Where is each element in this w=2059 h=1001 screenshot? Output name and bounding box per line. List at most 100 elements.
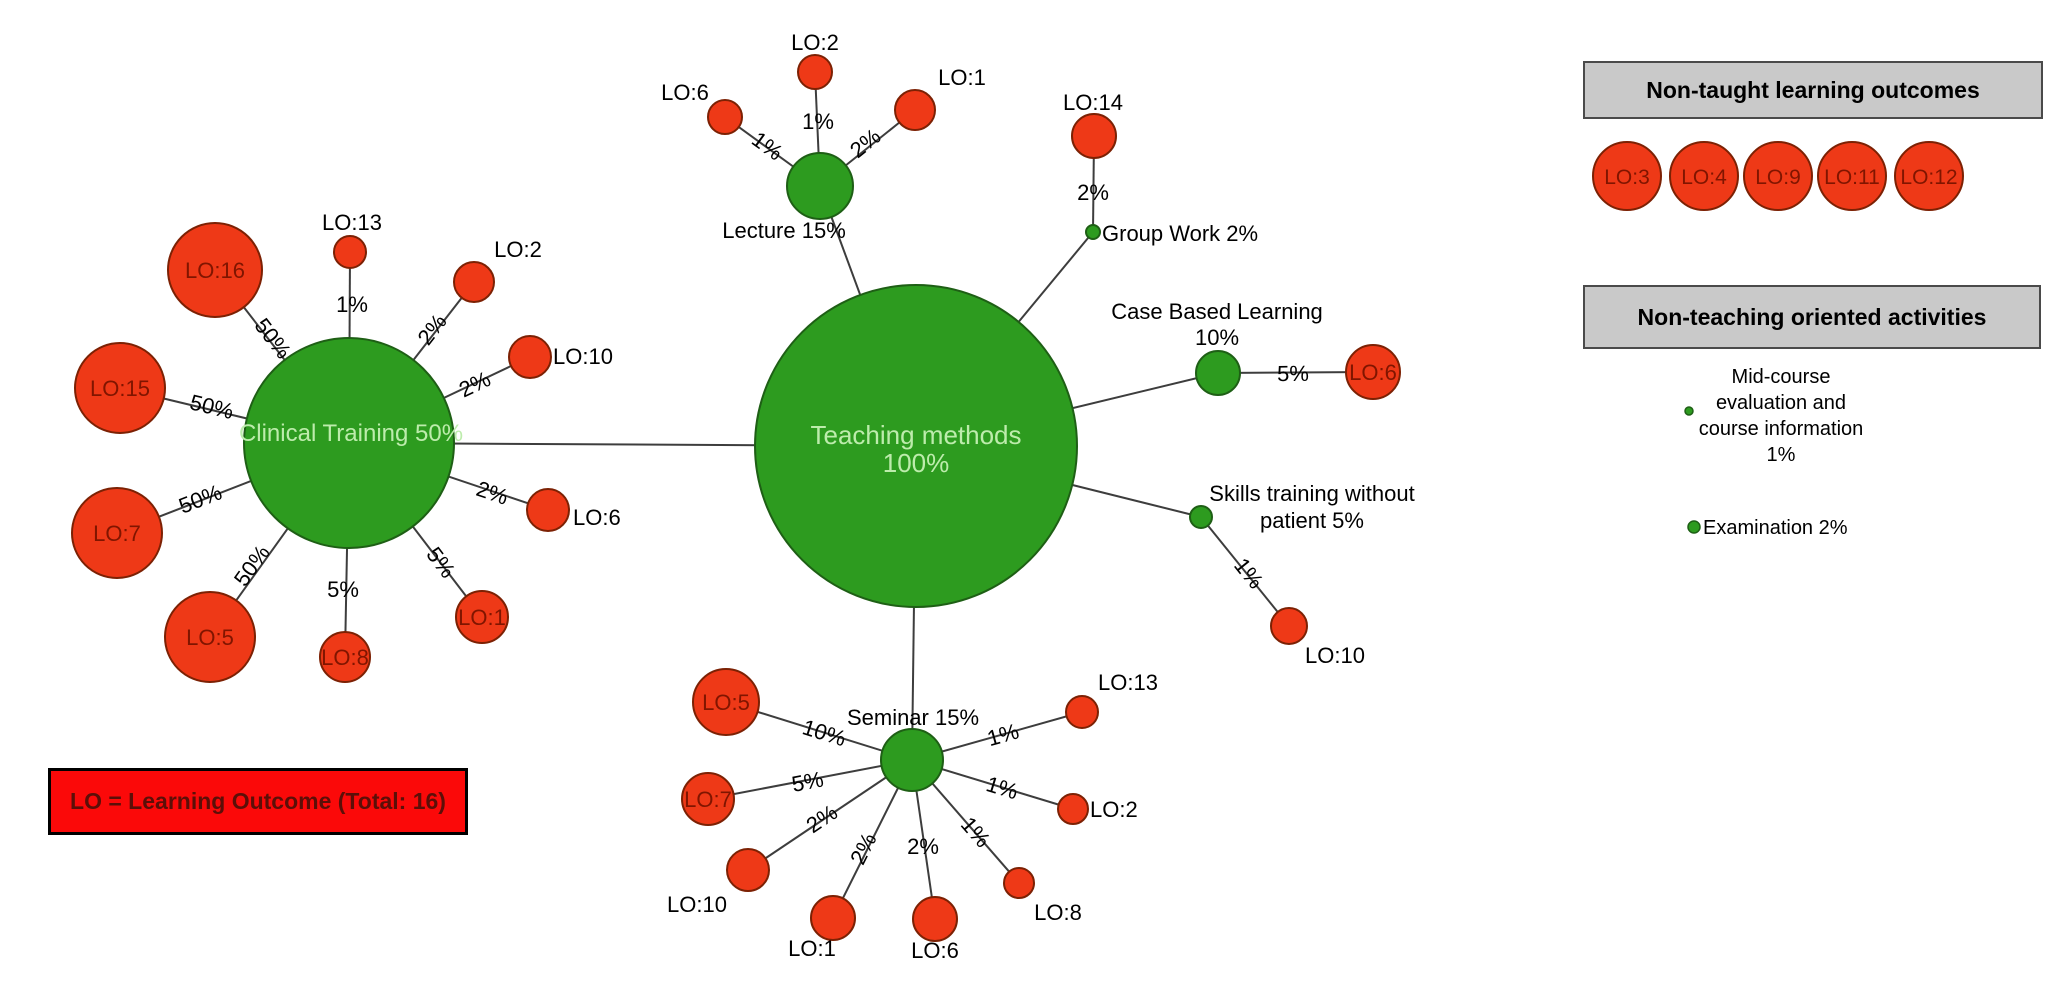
group-work-node <box>1085 224 1101 240</box>
lo13-clinical-node <box>333 235 367 269</box>
legend-node-lo9 <box>1743 141 1813 211</box>
lo1-clinical-node <box>455 590 509 644</box>
group-work-label: Group Work 2% <box>1102 221 1258 246</box>
legend-non-teaching-title: Non-teaching oriented activities <box>1583 285 2041 349</box>
lo7-seminar-label: LO:7 <box>684 787 732 812</box>
lo5-seminar-node <box>692 668 760 736</box>
lo8-clinical-label: LO:8 <box>321 645 369 670</box>
lo-abbreviation-note: LO = Learning Outcome (Total: 16) <box>48 768 468 835</box>
legend-node-lo4 <box>1669 141 1739 211</box>
lo6-case-based-node <box>1345 344 1401 400</box>
legend-node-lo12 <box>1894 141 1964 211</box>
lo13-clinical-label: LO:13 <box>322 210 382 235</box>
lo8-seminar-label: LO:8 <box>1034 900 1082 925</box>
edge-skills-lo10 <box>1200 516 1290 627</box>
mid-course-evaluation-label: Mid-course <box>1732 366 1831 388</box>
lo2-seminar-label: LO:2 <box>1090 797 1138 822</box>
edge-seminar-lo13-percent-label: 1% <box>984 718 1021 751</box>
edge-seminar-lo5-percent-label: 10% <box>799 714 848 751</box>
lo16-clinical-node <box>167 222 263 318</box>
lo2-lecture-node <box>797 54 833 90</box>
examination-label: Examination 2% <box>1703 517 1848 539</box>
edge-group-work-lo14-percent-label: 2% <box>1077 180 1109 205</box>
lo6-clinical-label: LO:6 <box>573 505 621 530</box>
edge-seminar-lo7-percent-label: 5% <box>790 766 826 797</box>
lo8-seminar-node <box>1003 867 1035 899</box>
lo8-clinical-node <box>319 631 371 683</box>
lo7-seminar-node <box>681 772 735 826</box>
skills-training-node <box>1189 505 1213 529</box>
legend-node-label: LO:3 <box>1604 166 1650 189</box>
edge-lecture-lo2-percent-label: 1% <box>802 109 834 134</box>
legend-node-label: LO:12 <box>1900 166 1957 189</box>
lo6-clinical-node <box>526 488 570 532</box>
lo6-lecture-label: LO:6 <box>661 80 709 105</box>
case-based-learning-label: 10% <box>1195 325 1239 350</box>
lecture-node <box>786 152 854 220</box>
edge-clinical-lo5-percent-label: 50% <box>229 540 275 590</box>
teaching-methods-node <box>754 284 1078 608</box>
mid-course-evaluation-label: 1% <box>1767 444 1796 466</box>
lo10-skills-label: LO:10 <box>1305 643 1365 668</box>
legend-node-label: LO:4 <box>1681 166 1727 189</box>
edge-seminar-lo6-percent-label: 2% <box>907 834 939 859</box>
lo5-clinical-node <box>164 591 256 683</box>
edge-clinical-lo1-percent-label: 5% <box>421 542 460 582</box>
edge-lecture-lo1-percent-label: 2% <box>845 123 885 162</box>
seminar-node <box>880 728 944 792</box>
teaching-methods-label: Teaching methods <box>810 420 1021 450</box>
lo15-clinical-label: LO:15 <box>90 376 150 401</box>
edge-clinical-lo13-percent-label: 1% <box>336 292 368 317</box>
edge-seminar-lo1-percent-label: 2% <box>845 829 882 869</box>
mid-course-evaluation-dot <box>1684 406 1694 416</box>
lo13-seminar-label: LO:13 <box>1098 670 1158 695</box>
edge-clinical-lo7-percent-label: 50% <box>175 479 225 518</box>
edge-clinical-lo2-percent-label: 2% <box>412 309 451 349</box>
lo7-clinical-label: LO:7 <box>93 521 141 546</box>
edge-clinical-lo15-percent-label: 50% <box>187 389 236 424</box>
lo10-clinical-node <box>508 335 552 379</box>
lo10-clinical-label: LO:10 <box>553 344 613 369</box>
seminar-label: Seminar 15% <box>847 705 979 730</box>
case-based-learning-label: Case Based Learning <box>1111 299 1323 324</box>
edge-clinical-lo10-percent-label: 2% <box>455 366 494 402</box>
lo1-seminar-node <box>810 895 856 941</box>
legend-node-lo3 <box>1592 141 1662 211</box>
edge-seminar-lo7 <box>707 759 913 800</box>
edge-seminar-lo10-percent-label: 2% <box>802 800 842 838</box>
lo14-group-work-node <box>1071 113 1117 159</box>
lo2-lecture-label: LO:2 <box>791 30 839 55</box>
lo6-seminar-label: LO:6 <box>911 938 959 963</box>
lo14-group-work-label: LO:14 <box>1063 90 1123 115</box>
examination-dot <box>1687 520 1701 534</box>
edge-seminar-lo10 <box>747 759 913 871</box>
legend-node-label: LO:9 <box>1755 166 1801 189</box>
edge-seminar-lo2-percent-label: 1% <box>983 771 1021 804</box>
edge-clinical-lo6-percent-label: 2% <box>473 476 511 510</box>
edge-case-based-lo6-percent-label: 5% <box>1277 361 1309 386</box>
lo7-clinical-node <box>71 487 163 579</box>
lecture-label: Lecture 15% <box>722 218 846 243</box>
legend-node-label: LO:11 <box>1824 166 1880 189</box>
lo1-seminar-label: LO:1 <box>788 936 836 961</box>
lo15-clinical-node <box>74 342 166 434</box>
lo6-seminar-node <box>912 896 958 942</box>
lo1-lecture-node <box>894 89 936 131</box>
teaching-methods-label: 100% <box>883 448 950 478</box>
lo1-clinical-label: LO:1 <box>458 605 506 630</box>
lo6-case-based-label: LO:6 <box>1349 360 1397 385</box>
lo16-clinical-label: LO:16 <box>185 258 245 283</box>
lo2-clinical-label: LO:2 <box>494 237 542 262</box>
mid-course-evaluation-label: evaluation and <box>1716 392 1846 414</box>
lo6-lecture-node <box>707 99 743 135</box>
lo1-lecture-label: LO:1 <box>938 65 986 90</box>
case-based-learning-node <box>1195 350 1241 396</box>
edge-clinical-lo8-percent-label: 5% <box>327 577 359 602</box>
lo10-seminar-node <box>726 848 770 892</box>
clinical-training-node <box>243 337 455 549</box>
lo2-clinical-node <box>453 261 495 303</box>
lo10-seminar-label: LO:10 <box>667 892 727 917</box>
legend-non-taught-title: Non-taught learning outcomes <box>1583 61 2043 119</box>
